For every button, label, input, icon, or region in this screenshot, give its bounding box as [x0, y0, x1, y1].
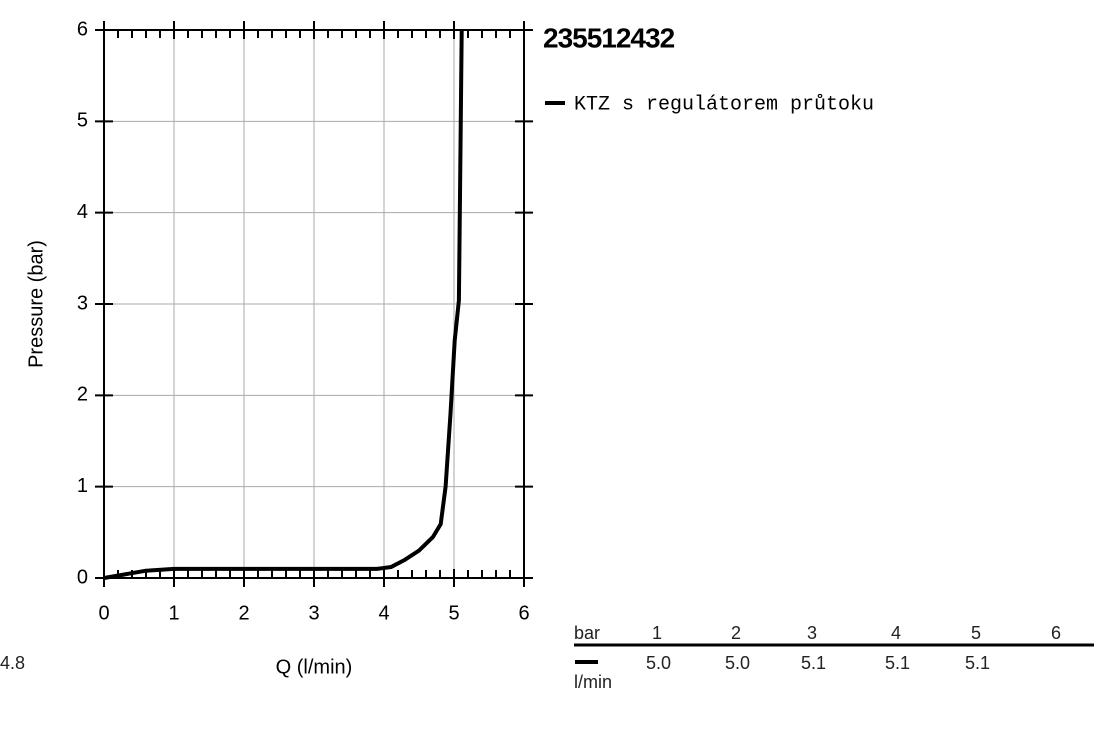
y-axis-label: Pressure (bar) — [25, 240, 47, 368]
legend-label: KTZ s regulátorem průtoku — [574, 93, 874, 116]
x-axis-label: Q (l/min) — [276, 656, 353, 678]
data-line — [103, 29, 464, 580]
table-value: 5.1 — [801, 653, 826, 673]
table-unit: l/min — [574, 672, 612, 692]
table-header: 4 — [891, 623, 901, 643]
table-header: bar — [574, 623, 600, 643]
table-header: 5 — [971, 623, 981, 643]
table-value: 4.8 — [0, 653, 25, 673]
x-tick-label: 0 — [98, 602, 109, 624]
x-tick-label: 5 — [448, 602, 459, 624]
x-tick-label: 6 — [518, 602, 529, 624]
y-tick-label: 4 — [77, 201, 88, 223]
table-header: 3 — [807, 623, 817, 643]
y-tick-label: 2 — [77, 384, 88, 406]
plot-frame — [103, 29, 525, 579]
table-header: 2 — [731, 623, 741, 643]
x-tick-label: 3 — [308, 602, 319, 624]
x-tick-label: 1 — [168, 602, 179, 624]
x-tick-label: 4 — [378, 602, 389, 624]
y-tick-label: 3 — [77, 292, 88, 314]
table-value: 5.0 — [646, 653, 671, 673]
x-tick-label: 2 — [238, 602, 249, 624]
y-tick-label: 1 — [77, 475, 88, 497]
table-value: 5.1 — [965, 653, 990, 673]
table-value: 5.1 — [885, 653, 910, 673]
y-tick-label: 6 — [77, 18, 88, 40]
chart-title: 235512432 — [543, 22, 675, 53]
table-header: 1 — [652, 623, 662, 643]
y-tick-label: 0 — [77, 566, 88, 588]
table-value: 5.0 — [725, 653, 750, 673]
table-header: 6 — [1051, 623, 1061, 643]
y-tick-label: 5 — [77, 110, 88, 132]
